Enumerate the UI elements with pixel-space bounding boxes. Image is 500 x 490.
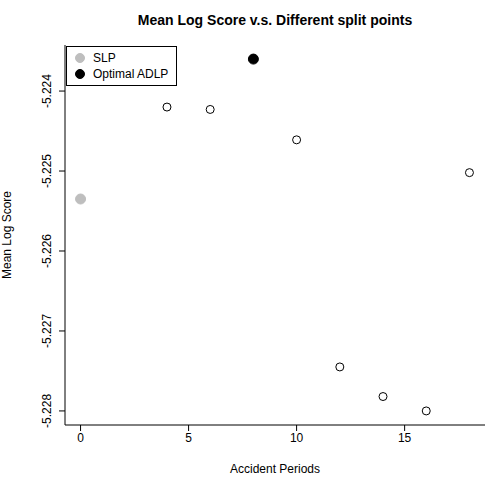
html-text:Mean Log Score v.s. Different: Mean Log Score v.s. Different split poin… — [137, 12, 413, 28]
html-text:Optimal ADLP: Optimal ADLP — [93, 67, 169, 81]
svg-text:-5.227: -5.227 — [40, 314, 54, 348]
svg-text:Mean Log Score: Mean Log Score — [8, 191, 14, 279]
svg-text:15: 15 — [398, 431, 412, 445]
svg-text:-5.225: -5.225 — [40, 154, 54, 188]
svg-text:0: 0 — [77, 431, 84, 445]
svg-text:10: 10 — [290, 431, 304, 445]
svg-text:-5.228: -5.228 — [40, 394, 54, 428]
svg-text:5: 5 — [185, 431, 192, 445]
svg-text:-5.224: -5.224 — [40, 74, 54, 108]
html-text:SLP: SLP — [93, 51, 116, 65]
svg-text:Accident Periods: Accident Periods — [230, 462, 320, 476]
svg-text:-5.226: -5.226 — [40, 234, 54, 268]
